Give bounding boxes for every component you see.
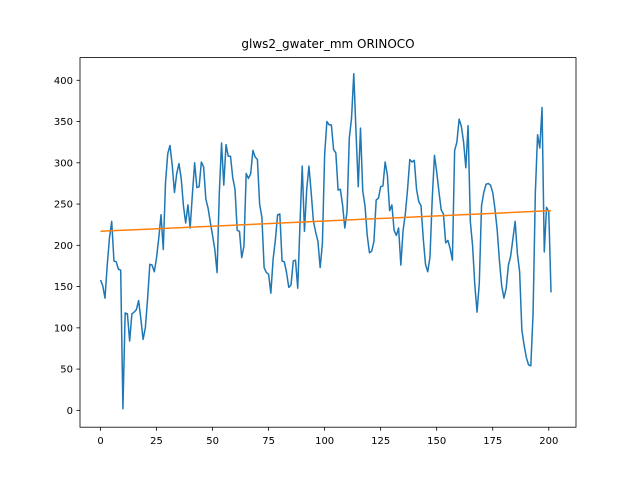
y-tick-label: 250 [54, 200, 73, 211]
y-tick-label: 300 [54, 158, 73, 169]
trend-line [100, 209, 552, 233]
x-tick-label: 125 [371, 436, 390, 447]
x-tick-label: 25 [150, 436, 163, 447]
chart-title: glws2_gwater_mm ORINOCO [241, 37, 414, 51]
series-layer [99, 72, 552, 410]
plot-area [80, 57, 576, 428]
x-tick-label: 175 [483, 436, 502, 447]
y-tick-label: 150 [54, 282, 73, 293]
y-axis: 0 50 100 150 200 250 300 350 400 [54, 76, 80, 417]
x-tick-label: 100 [315, 436, 334, 447]
y-tick-label: 100 [54, 323, 73, 334]
y-tick-label: 0 [67, 406, 73, 417]
x-tick-label: 150 [427, 436, 446, 447]
x-tick-label: 75 [262, 436, 275, 447]
series-line [99, 72, 552, 410]
x-tick-label: 50 [206, 436, 219, 447]
x-tick-label: 200 [539, 436, 558, 447]
y-tick-label: 350 [54, 117, 73, 128]
x-tick-label: 0 [97, 436, 103, 447]
x-axis: 0 25 50 75 100 125 150 175 200 [97, 427, 558, 447]
y-tick-label: 50 [60, 365, 73, 376]
y-tick-label: 400 [54, 76, 73, 87]
y-tick-label: 200 [54, 241, 73, 252]
plot-frame [79, 57, 577, 428]
